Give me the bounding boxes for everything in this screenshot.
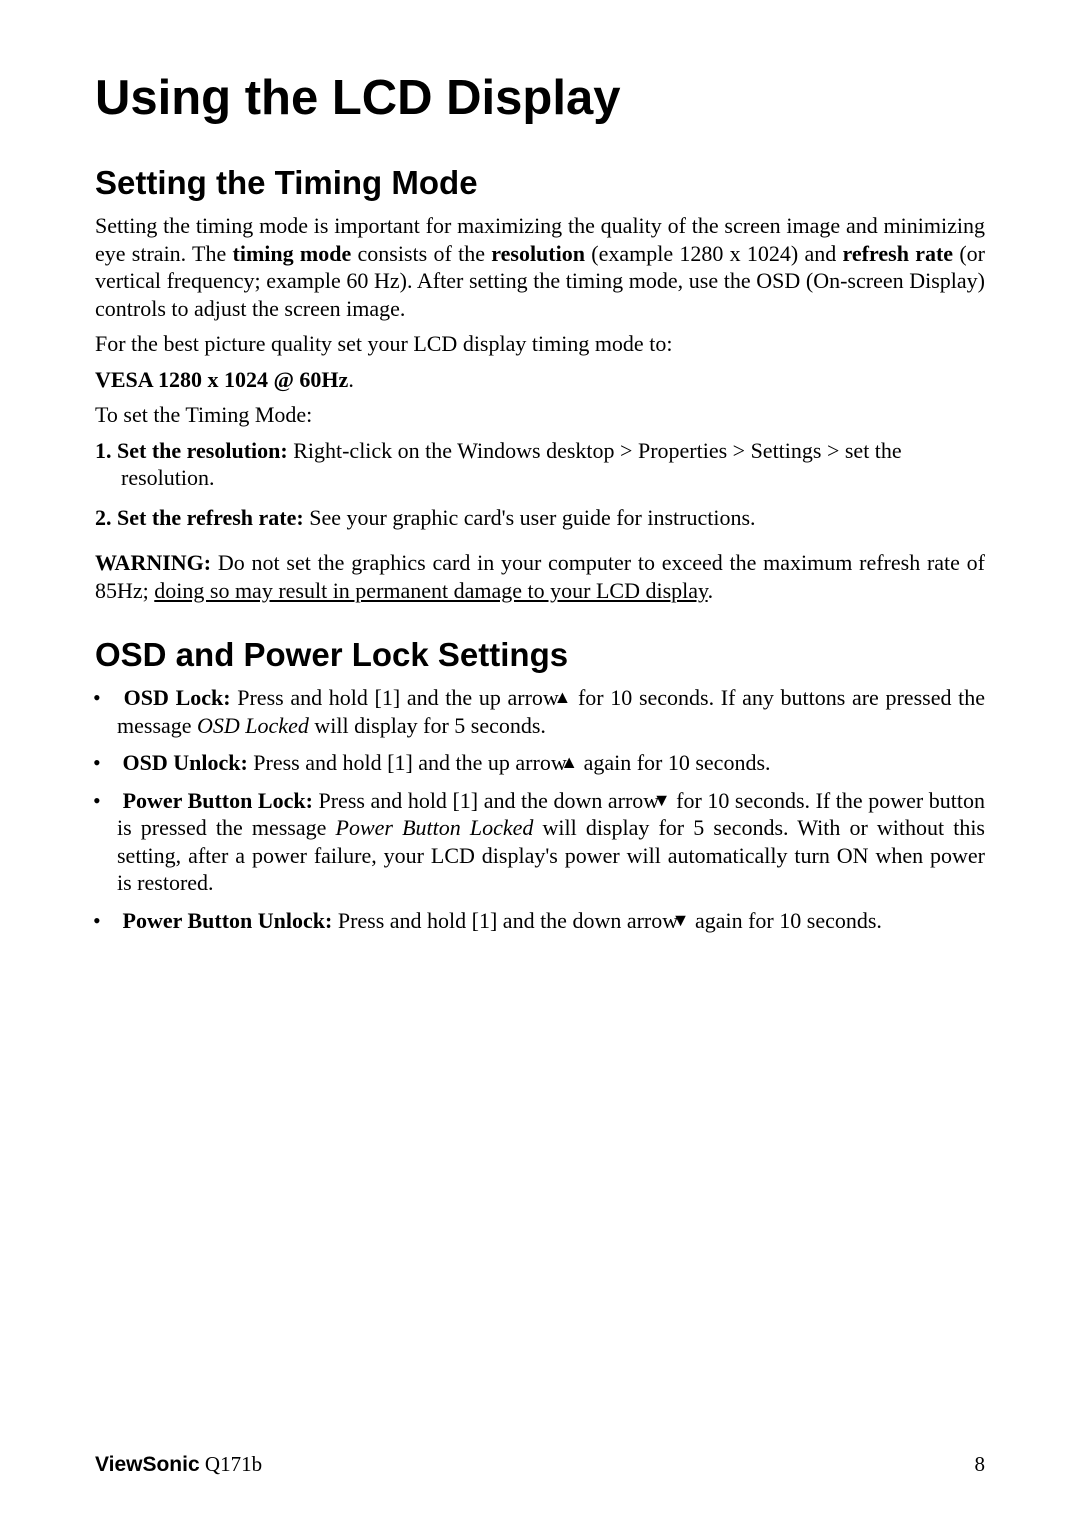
step-text: See your graphic card's user guide for i… bbox=[304, 505, 756, 530]
text: again for 10 seconds. bbox=[689, 908, 881, 933]
text: will display for 5 seconds. bbox=[309, 713, 546, 738]
footer-left: ViewSonic Q171b bbox=[95, 1452, 262, 1477]
item-label: OSD Unlock: bbox=[123, 750, 248, 775]
down-arrow-icon: ▼ bbox=[684, 909, 690, 932]
list-item: OSD Lock: Press and hold [1] and the up … bbox=[95, 684, 985, 739]
para-timing-intro: Setting the timing mode is important for… bbox=[95, 212, 985, 322]
step-item: 1. Set the resolution: Right-click on th… bbox=[95, 437, 985, 492]
item-label: Power Button Lock: bbox=[123, 788, 313, 813]
down-arrow-icon: ▼ bbox=[665, 789, 671, 812]
text: Press and hold [1] and the up arrow bbox=[231, 685, 566, 710]
para-warning: WARNING: Do not set the graphics card in… bbox=[95, 549, 985, 604]
step-label: Set the refresh rate: bbox=[117, 505, 304, 530]
page-title: Using the LCD Display bbox=[95, 70, 985, 126]
list-item: Power Button Lock: Press and hold [1] an… bbox=[95, 787, 985, 897]
footer-brand: ViewSonic bbox=[95, 1453, 200, 1476]
para-vesa: VESA 1280 x 1024 @ 60Hz. bbox=[95, 366, 985, 394]
para-best-quality: For the best picture quality set your LC… bbox=[95, 330, 985, 358]
list-item: Power Button Unlock: Press and hold [1] … bbox=[95, 907, 985, 935]
text-underline: doing so may result in permanent damage … bbox=[154, 578, 707, 603]
text: Press and hold [1] and the down arrow bbox=[313, 788, 665, 813]
text-bold: timing mode bbox=[233, 241, 352, 266]
text: (example 1280 x 1024) and bbox=[585, 241, 843, 266]
up-arrow-icon: ▲ bbox=[565, 686, 571, 709]
step-number: 2. bbox=[95, 505, 112, 530]
text-bold: refresh rate bbox=[843, 241, 954, 266]
text: again for 10 seconds. bbox=[578, 750, 770, 775]
page-content: Using the LCD Display Setting the Timing… bbox=[95, 70, 985, 1442]
page-footer: ViewSonic Q171b 8 bbox=[95, 1442, 985, 1477]
section-heading-osd: OSD and Power Lock Settings bbox=[95, 636, 985, 674]
warning-label: WARNING: bbox=[95, 550, 211, 575]
document-page: Using the LCD Display Setting the Timing… bbox=[0, 0, 1080, 1527]
item-label: Power Button Unlock: bbox=[123, 908, 333, 933]
footer-page-number: 8 bbox=[975, 1452, 986, 1477]
text: consists of the bbox=[351, 241, 491, 266]
text-italic: Power Button Locked bbox=[336, 815, 534, 840]
para-to-set: To set the Timing Mode: bbox=[95, 401, 985, 429]
footer-model: Q171b bbox=[200, 1452, 262, 1476]
text: . bbox=[708, 578, 714, 603]
section-heading-timing: Setting the Timing Mode bbox=[95, 164, 985, 202]
item-label: OSD Lock: bbox=[124, 685, 231, 710]
text-bold: resolution bbox=[491, 241, 585, 266]
step-number: 1. bbox=[95, 438, 112, 463]
text: Press and hold [1] and the up arrow bbox=[248, 750, 572, 775]
step-label: Set the resolution: bbox=[117, 438, 288, 463]
bullet-list: OSD Lock: Press and hold [1] and the up … bbox=[95, 684, 985, 934]
steps-list: 1. Set the resolution: Right-click on th… bbox=[95, 437, 985, 532]
step-item: 2. Set the refresh rate: See your graphi… bbox=[95, 504, 985, 532]
text-bold: VESA 1280 x 1024 @ 60Hz bbox=[95, 367, 348, 392]
text: . bbox=[348, 367, 354, 392]
text-italic: OSD Locked bbox=[197, 713, 309, 738]
text: Press and hold [1] and the down arrow bbox=[332, 908, 683, 933]
list-item: OSD Unlock: Press and hold [1] and the u… bbox=[95, 749, 985, 777]
up-arrow-icon: ▲ bbox=[572, 751, 578, 774]
